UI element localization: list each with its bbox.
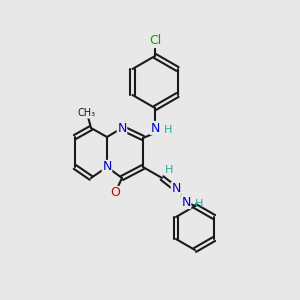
Text: N: N: [150, 122, 160, 134]
Text: N: N: [117, 122, 127, 134]
Text: Cl: Cl: [149, 34, 161, 47]
Text: H: H: [164, 125, 172, 135]
Text: N: N: [171, 182, 181, 196]
Text: CH₃: CH₃: [78, 108, 96, 118]
Text: H: H: [195, 199, 203, 209]
Text: H: H: [165, 165, 173, 175]
Text: N: N: [181, 196, 191, 208]
Text: N: N: [102, 160, 112, 173]
Text: O: O: [110, 187, 120, 200]
